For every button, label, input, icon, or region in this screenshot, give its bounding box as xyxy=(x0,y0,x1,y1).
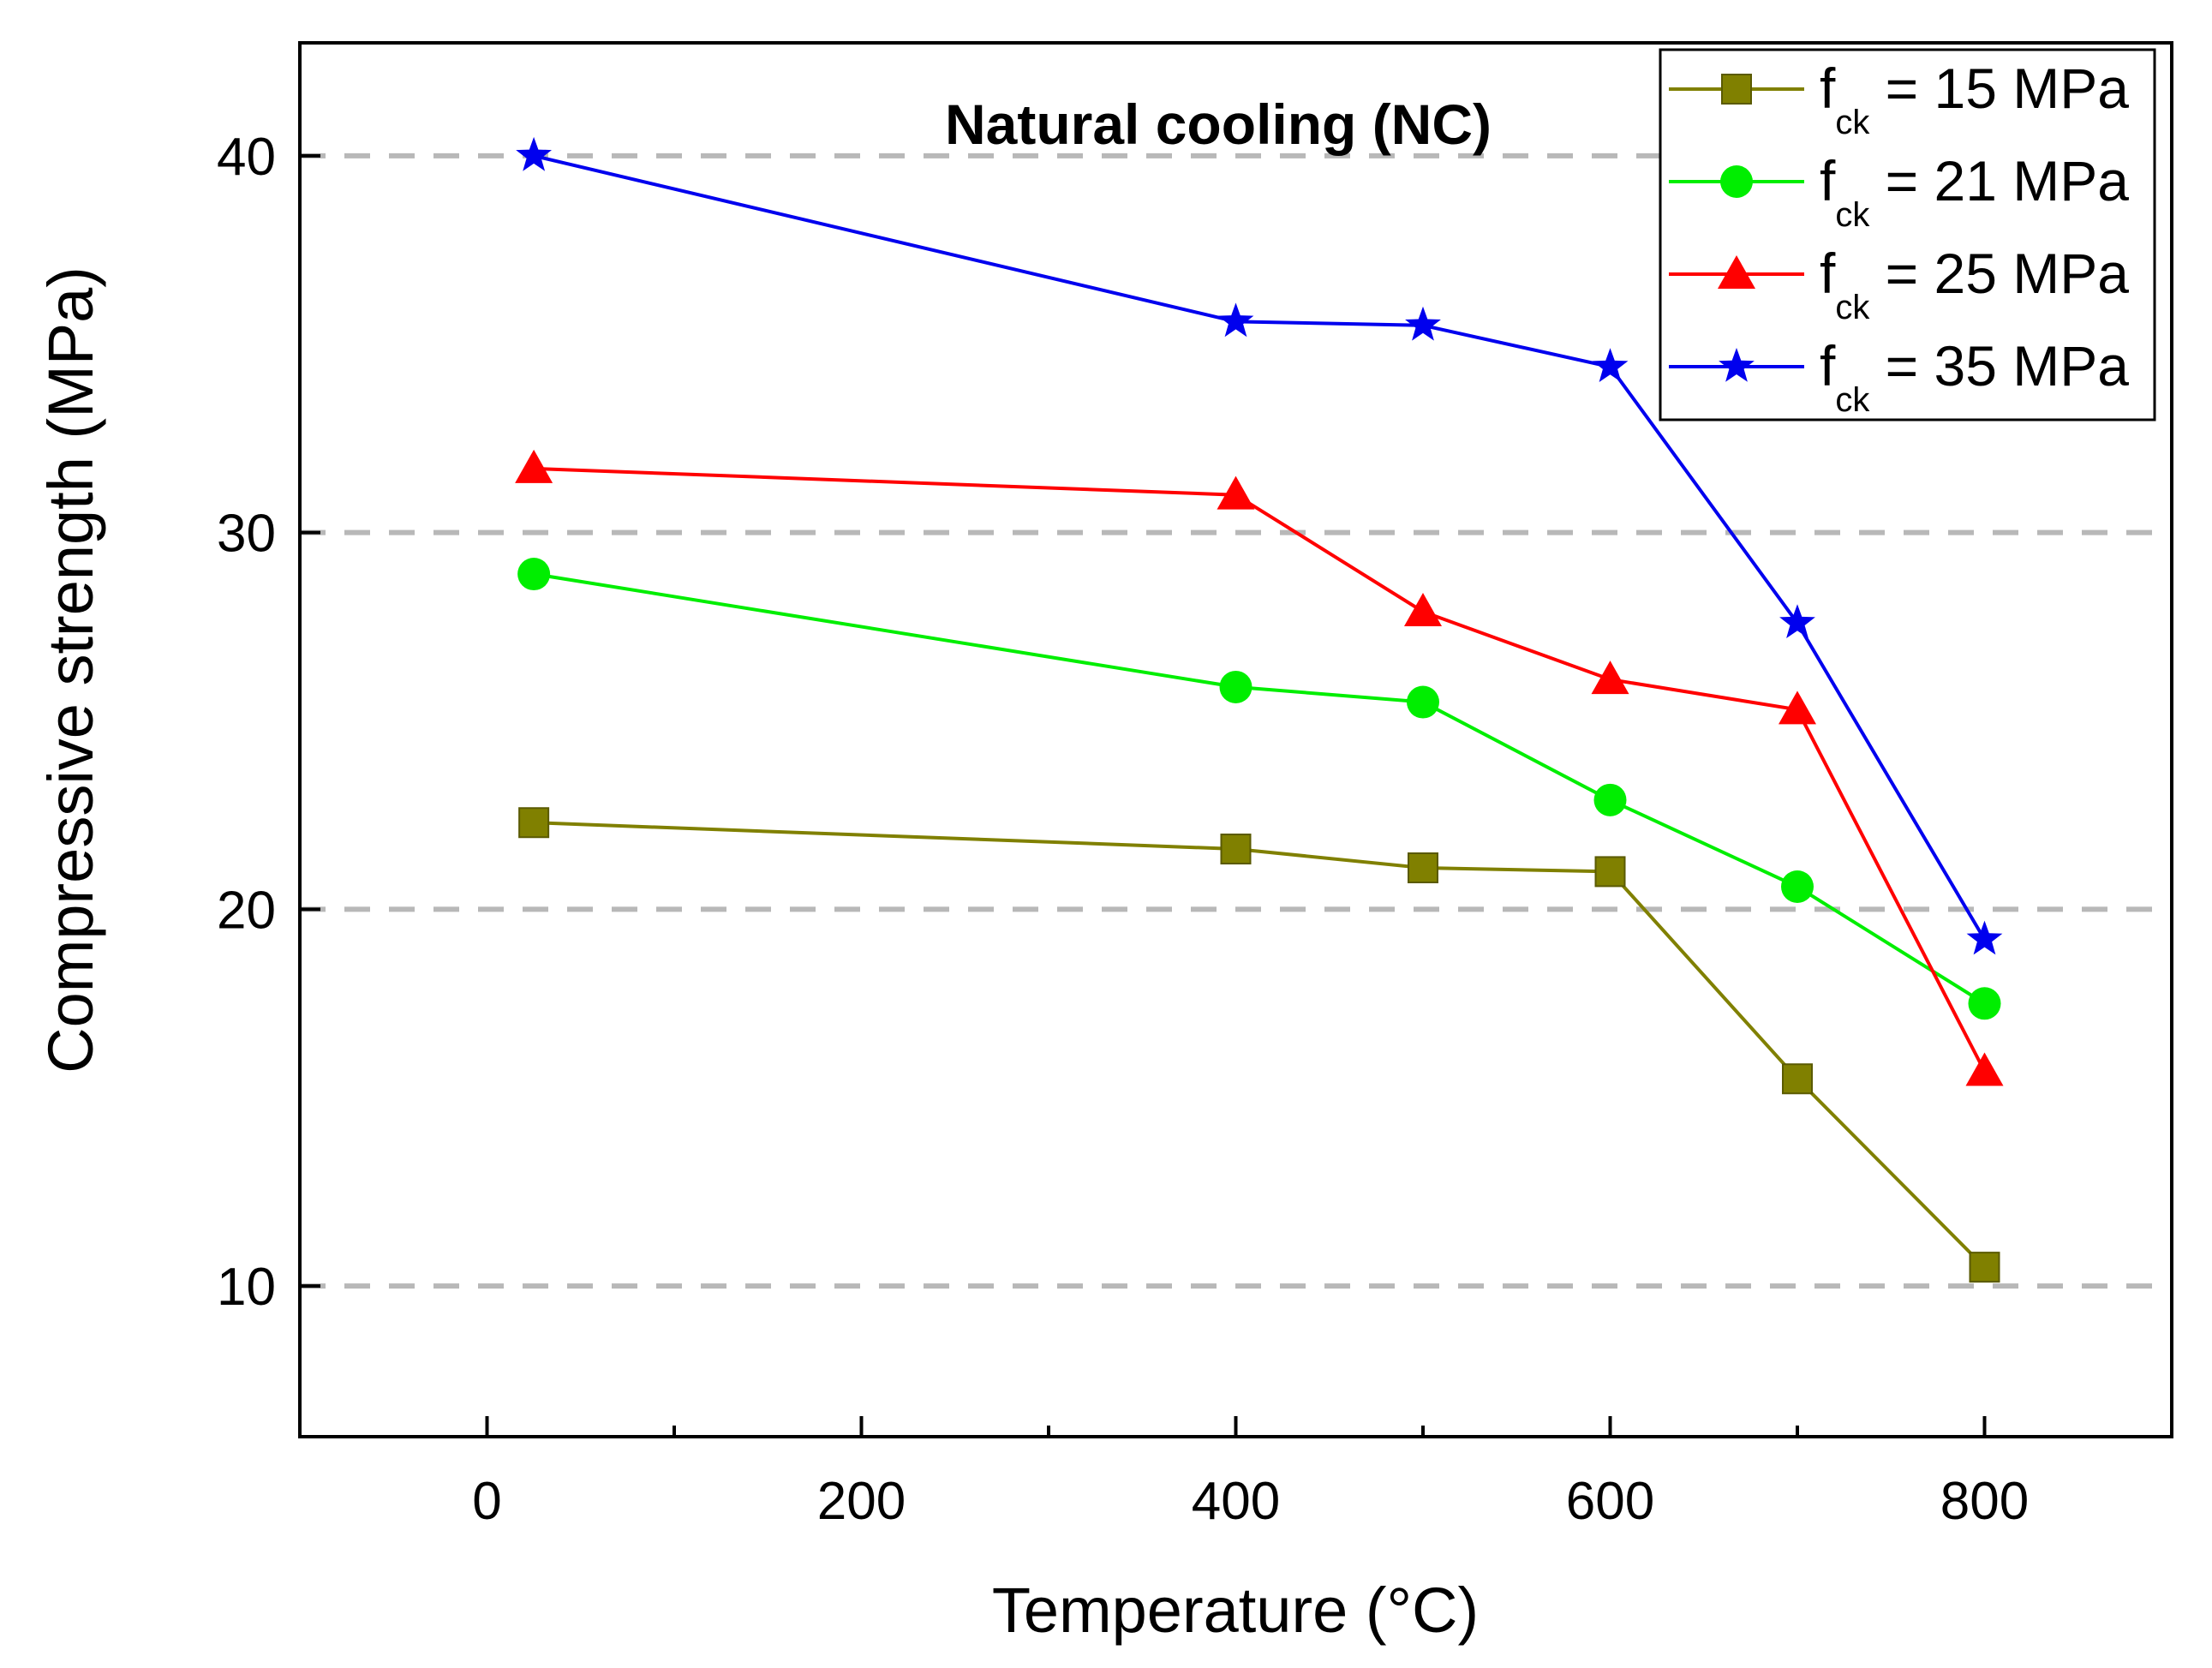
y-tick-label-30: 30 xyxy=(217,505,276,564)
series-1-point-2 xyxy=(1407,685,1439,719)
x-tick-label-200: 200 xyxy=(817,1472,906,1531)
x-tick-label-800: 800 xyxy=(1940,1472,2029,1531)
series-1 xyxy=(517,558,2001,1020)
legend-marker-3 xyxy=(1719,348,1755,382)
series-3-point-5 xyxy=(1966,920,2003,955)
x-axis-title: Temperature (°C) xyxy=(992,1575,1479,1646)
series-0-line xyxy=(534,821,1986,1269)
series-2-point-5 xyxy=(1965,1052,2004,1086)
series-2-point-2 xyxy=(1404,592,1442,626)
series-2 xyxy=(515,449,2004,1086)
series-1-line xyxy=(533,572,1986,1005)
x-tick-label-0: 0 xyxy=(472,1472,501,1531)
series-layer xyxy=(515,136,2004,1283)
series-3-point-1 xyxy=(1217,302,1254,338)
series-2-point-0 xyxy=(515,449,553,483)
series-0-point-1 xyxy=(1220,834,1252,865)
series-2-point-3 xyxy=(1591,661,1629,695)
series-3-point-4 xyxy=(1779,604,1815,638)
y-tick-label-20: 20 xyxy=(217,881,276,940)
x-tick-label-600: 600 xyxy=(1566,1472,1654,1531)
series-2-point-1 xyxy=(1217,475,1255,510)
chart-title: Natural cooling (NC) xyxy=(945,93,1492,156)
series-0 xyxy=(518,807,2000,1283)
legend-marker-2 xyxy=(1718,255,1755,289)
series-0-point-3 xyxy=(1594,856,1626,888)
series-2-line xyxy=(534,466,1987,1073)
series-2-point-4 xyxy=(1779,691,1816,725)
legend-marker-1 xyxy=(1720,165,1753,198)
series-3-line xyxy=(533,153,1987,941)
series-1-point-3 xyxy=(1593,783,1627,816)
series-0-point-0 xyxy=(518,807,550,839)
x-tick-label-400: 400 xyxy=(1192,1472,1280,1531)
series-0-point-5 xyxy=(1969,1252,2000,1283)
legend-label-3: fck = 35 MPa xyxy=(1820,334,2129,419)
series-0-point-2 xyxy=(1408,852,1438,884)
legend-label-2: fck = 25 MPa xyxy=(1820,242,2129,326)
series-3-point-3 xyxy=(1592,348,1629,382)
series-1-point-4 xyxy=(1781,870,1814,903)
series-1-point-0 xyxy=(517,558,551,591)
legend-label-0: fck = 15 MPa xyxy=(1820,57,2129,141)
series-3-point-0 xyxy=(516,136,552,171)
series-3 xyxy=(516,136,2003,955)
y-tick-label-40: 40 xyxy=(217,128,276,187)
series-1-point-5 xyxy=(1968,987,2001,1020)
y-tick-label-10: 10 xyxy=(217,1258,276,1317)
series-1-point-1 xyxy=(1219,670,1252,703)
series-3-point-2 xyxy=(1405,306,1441,341)
legend-label-1: fck = 21 MPa xyxy=(1820,149,2129,234)
legend-box xyxy=(1659,48,2156,421)
legend-marker-0 xyxy=(1721,74,1752,105)
series-0-point-4 xyxy=(1782,1063,1813,1095)
y-axis-title: Compressive strength (MPa) xyxy=(35,266,106,1073)
